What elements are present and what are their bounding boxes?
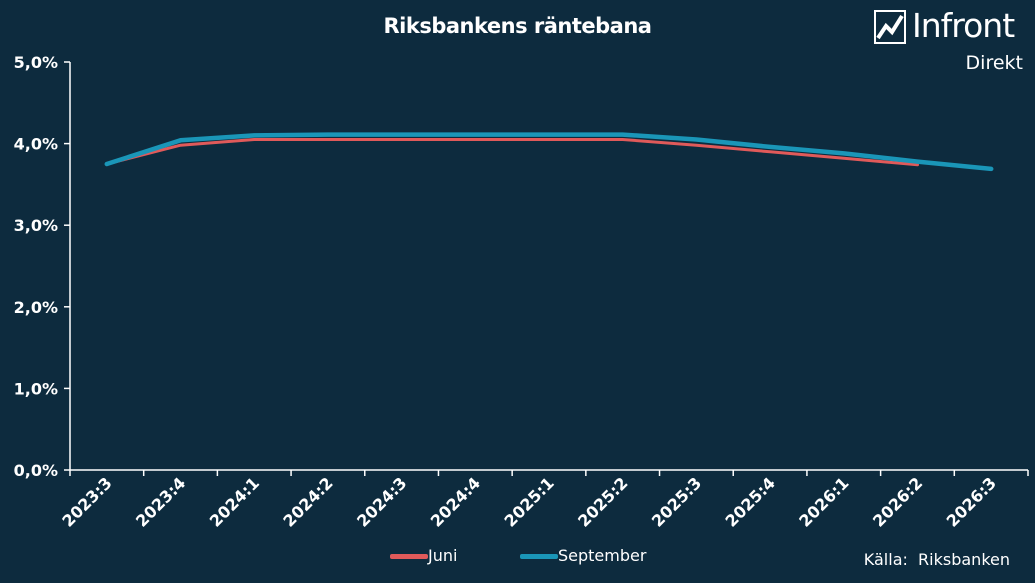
y-tick-label: 3,0% (14, 216, 58, 235)
x-tick-label: 2024:3 (353, 473, 410, 530)
x-tick-label: 2026:1 (795, 473, 852, 530)
x-tick-label: 2025:1 (501, 473, 558, 530)
x-tick-label: 2026:3 (943, 473, 1000, 530)
x-tick-label: 2024:2 (279, 473, 336, 530)
chart-title: Riksbankens räntebana (383, 14, 652, 38)
y-tick-label: 2,0% (14, 298, 58, 317)
logo-subtitle: Direkt (965, 52, 1023, 74)
x-axis-ticks: 2023:3 2023:4 2024:1 2024:2 2024:3 2024:4 2025… (58, 470, 1029, 531)
x-tick-label: 2025:3 (648, 473, 705, 530)
y-axis-ticks: 0,0% 1,0% 2,0% 3,0% 4,0% 5,0% (14, 53, 70, 480)
x-tick-label: 2025:4 (722, 473, 779, 530)
x-tick-label: 2024:1 (206, 473, 263, 530)
y-tick-label: 5,0% (14, 53, 58, 72)
series-line-juni (105, 138, 919, 167)
series-line-september (104, 132, 994, 172)
legend-label-september: September (558, 546, 647, 565)
legend-swatch-juni (390, 554, 428, 559)
y-tick-label: 0,0% (14, 461, 58, 480)
chart-axes (69, 62, 1028, 471)
infront-logo: Infront Direkt (872, 6, 1027, 76)
source-note: Källa: Riksbanken (863, 550, 1010, 569)
x-tick-label: 2024:4 (427, 473, 484, 530)
y-tick-label: 4,0% (14, 135, 58, 154)
x-tick-label: 2023:4 (132, 473, 189, 530)
legend-label-juni: Juni (428, 546, 458, 565)
y-tick-label: 1,0% (14, 379, 58, 398)
logo-name: Infront (912, 6, 1015, 45)
legend-swatch-september (520, 554, 558, 559)
x-tick-label: 2023:3 (58, 473, 115, 530)
x-tick-label: 2025:2 (574, 473, 631, 530)
infront-logo-icon (874, 10, 906, 44)
series-lines (104, 132, 994, 172)
x-tick-label: 2026:2 (869, 473, 926, 530)
